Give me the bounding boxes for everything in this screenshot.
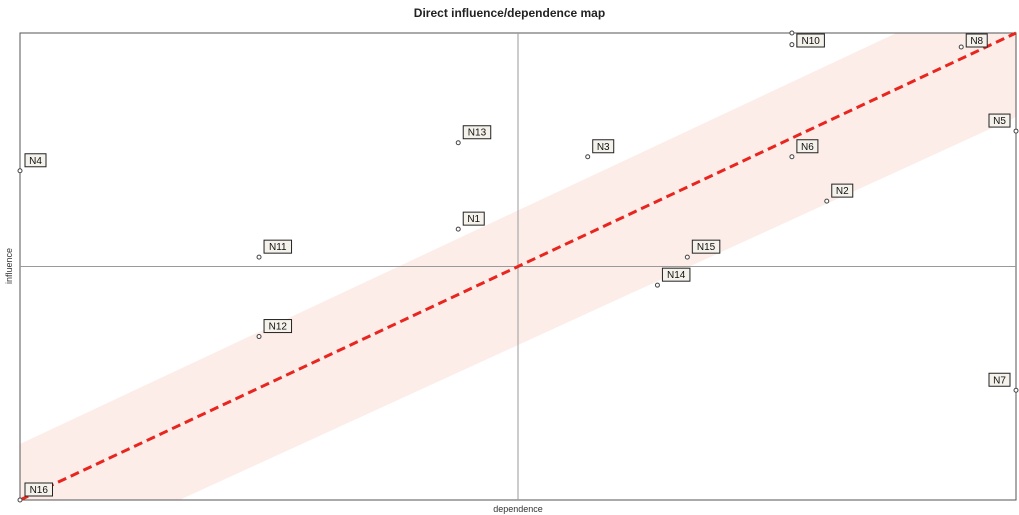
point-label: N15	[697, 242, 716, 253]
point-label: N16	[30, 485, 49, 496]
point-label-box	[462, 125, 492, 140]
diagonal-line	[19, 31, 1017, 502]
point-label-box	[796, 33, 825, 48]
point-label: N2	[836, 186, 849, 197]
y-axis-label: influence	[4, 248, 14, 284]
point-label-box	[592, 139, 615, 154]
point-label: N5	[993, 116, 1006, 127]
point-label: N14	[667, 270, 686, 281]
chart-title: Direct influence/dependence map	[413, 6, 606, 20]
point-label-box	[988, 372, 1011, 387]
point-marker	[585, 154, 591, 160]
data-point-n2: N2	[824, 183, 854, 204]
data-point-n8: N8	[958, 33, 988, 50]
point-label-box	[691, 239, 721, 254]
x-axis-label: dependence	[493, 504, 543, 514]
point-label: N10	[801, 36, 820, 47]
data-point-n15: N15	[684, 239, 721, 260]
point-label-box	[263, 239, 293, 254]
point-label: N3	[597, 142, 610, 153]
point-label: N1	[467, 214, 480, 225]
point-label-box	[831, 183, 854, 198]
data-point-n10: N10	[789, 33, 825, 48]
points-layer: N9N10N8N5N13N3N6N4N2N1N11N15N14N12N7N16	[17, 30, 1019, 503]
data-point-n5: N5	[988, 113, 1019, 134]
point-label-box	[462, 211, 485, 226]
point-label-box	[24, 482, 53, 497]
point-marker	[1013, 387, 1019, 393]
point-marker	[789, 154, 795, 160]
data-point-n3: N3	[585, 139, 615, 160]
point-marker	[256, 334, 262, 340]
point-label-box	[965, 33, 988, 48]
point-marker	[789, 30, 795, 36]
point-label: N12	[269, 322, 288, 333]
point-marker	[256, 254, 262, 260]
point-label-box	[796, 139, 819, 154]
data-point-n12: N12	[256, 319, 293, 340]
data-point-n14: N14	[654, 267, 691, 288]
point-marker	[17, 497, 23, 503]
point-marker	[654, 282, 660, 288]
point-label: N7	[993, 375, 1006, 386]
point-marker	[824, 198, 830, 204]
point-marker	[455, 140, 461, 146]
data-point-n16: N16	[17, 482, 53, 503]
data-point-n11: N11	[256, 239, 293, 260]
point-label: N6	[801, 142, 814, 153]
point-marker	[684, 254, 690, 260]
point-label: N13	[468, 128, 487, 139]
point-label-box	[661, 267, 691, 282]
data-point-n6: N6	[789, 139, 819, 160]
data-point-n4: N4	[17, 153, 47, 174]
point-marker	[1013, 128, 1019, 134]
point-label: N4	[29, 156, 42, 167]
point-marker	[455, 226, 461, 232]
data-point-n7: N7	[988, 372, 1019, 393]
point-label: N8	[970, 36, 983, 47]
data-point-n1: N1	[455, 211, 485, 232]
point-label-box	[263, 319, 293, 334]
point-marker	[17, 168, 23, 174]
point-marker	[958, 44, 964, 50]
point-label-box	[988, 113, 1011, 128]
point-label-box	[24, 153, 47, 168]
data-point-n13: N13	[455, 125, 492, 146]
point-marker	[789, 42, 795, 48]
point-label: N11	[269, 242, 287, 253]
